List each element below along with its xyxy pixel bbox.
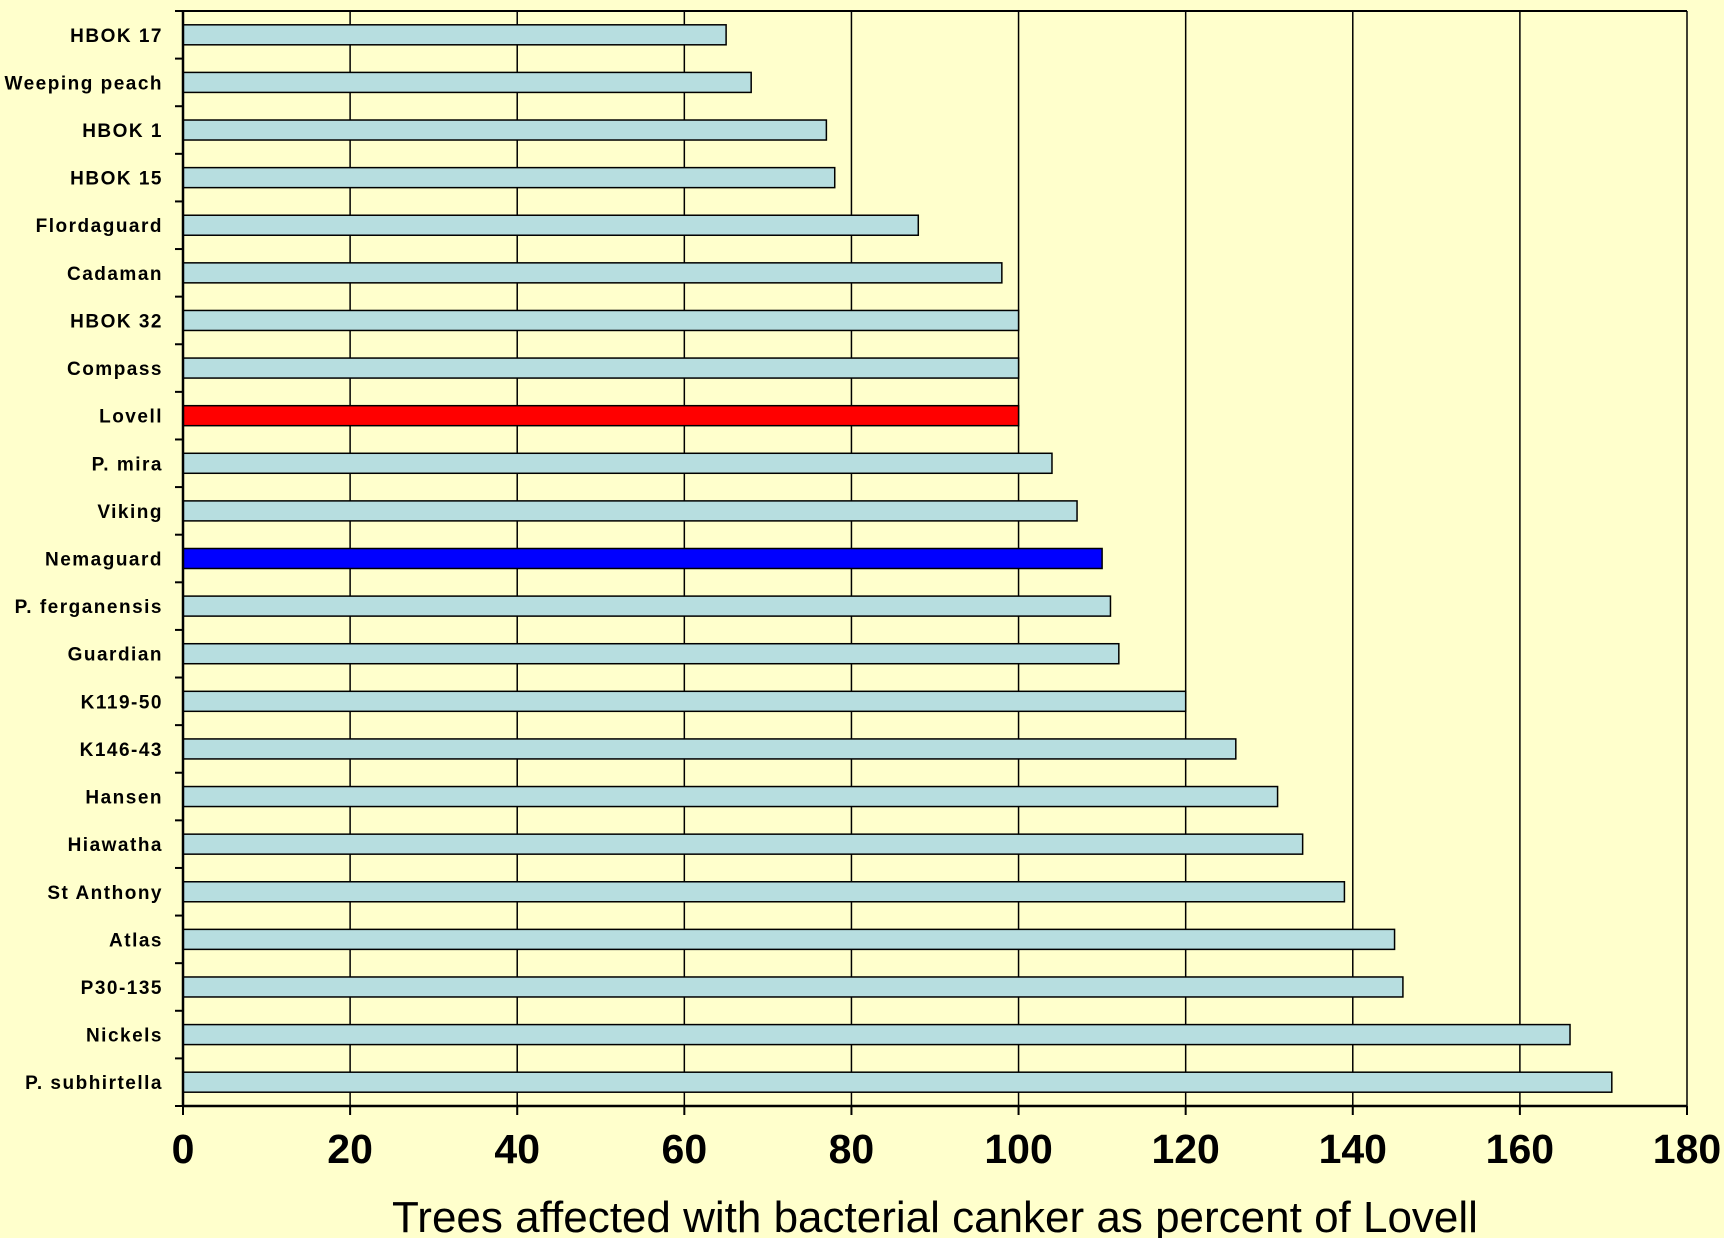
bar-p-mira — [182, 452, 1053, 475]
x-tick-label: 40 — [494, 1126, 540, 1172]
bar-hiawatha — [182, 833, 1304, 855]
category-label: P. mira — [92, 454, 163, 475]
x-tick-label: 160 — [1486, 1126, 1554, 1172]
bar-compass — [182, 357, 1020, 379]
category-label: K119-50 — [81, 692, 163, 713]
category-label: HBOK 1 — [82, 121, 163, 142]
bars — [182, 24, 1613, 1093]
bar-hansen — [182, 785, 1279, 808]
bar-p-subhirtella — [182, 1071, 1613, 1093]
x-tick-label: 140 — [1319, 1126, 1387, 1172]
category-label: HBOK 32 — [70, 311, 163, 332]
x-tick-label: 0 — [172, 1126, 195, 1172]
bar-viking — [182, 500, 1078, 522]
bar-hbok-15 — [182, 166, 836, 189]
bar-atlas — [182, 928, 1396, 951]
category-label: Lovell — [99, 407, 163, 428]
category-label: K146-43 — [80, 740, 163, 761]
category-label: St Anthony — [47, 883, 163, 904]
x-tick-label: 20 — [327, 1126, 373, 1172]
category-label: Viking — [97, 502, 163, 523]
bar-cadaman — [182, 262, 1003, 284]
x-tick-label: 80 — [829, 1126, 875, 1172]
bar-hbok-32 — [182, 309, 1020, 332]
bar-guardian — [182, 642, 1120, 665]
axes — [175, 10, 1688, 1115]
bar-k119-50 — [182, 690, 1187, 713]
x-tick-labels: 0 20 40 60 80 100 120 140 160 180 — [172, 1126, 1722, 1172]
x-tick-label: 60 — [662, 1126, 708, 1172]
category-label: Nemaguard — [45, 550, 163, 571]
category-label: P30-135 — [81, 978, 163, 999]
category-label: P. ferganensis — [15, 597, 163, 618]
category-label: HBOK 15 — [70, 169, 163, 190]
bar-flordaguard — [182, 214, 920, 236]
category-label: Atlas — [109, 930, 163, 951]
category-label: Hansen — [85, 788, 163, 809]
bar-nemaguard — [182, 547, 1103, 570]
x-tick-label: 100 — [984, 1126, 1052, 1172]
bar-st-anthony — [182, 881, 1346, 903]
x-axis-title: Trees affected with bacterial canker as … — [392, 1193, 1478, 1238]
x-tick-label: 180 — [1653, 1126, 1721, 1172]
bar-lovell — [182, 404, 1020, 427]
bar-weeping-peach — [182, 71, 752, 94]
category-labels: HBOK 17 Weeping peach HBOK 1 HBOK 15 Flordag… — [4, 26, 163, 1094]
category-label: P. subhirtella — [25, 1073, 163, 1094]
category-label: Hiawatha — [68, 835, 163, 856]
bar-p-ferganensis — [182, 595, 1112, 617]
category-label: Compass — [67, 359, 163, 380]
bar-p30-135 — [182, 976, 1404, 998]
category-label: Nickels — [86, 1026, 163, 1047]
category-label: Flordaguard — [36, 216, 163, 237]
category-label: Weeping peach — [4, 73, 163, 94]
bar-hbok-17 — [182, 24, 727, 46]
x-tick-label: 120 — [1151, 1126, 1219, 1172]
bar-k146-43 — [182, 738, 1237, 760]
bar-hbok-1 — [182, 119, 828, 141]
category-label: Guardian — [68, 645, 163, 666]
category-label: Cadaman — [67, 264, 163, 285]
bar-nickels — [182, 1023, 1571, 1046]
category-label: HBOK 17 — [70, 26, 163, 47]
